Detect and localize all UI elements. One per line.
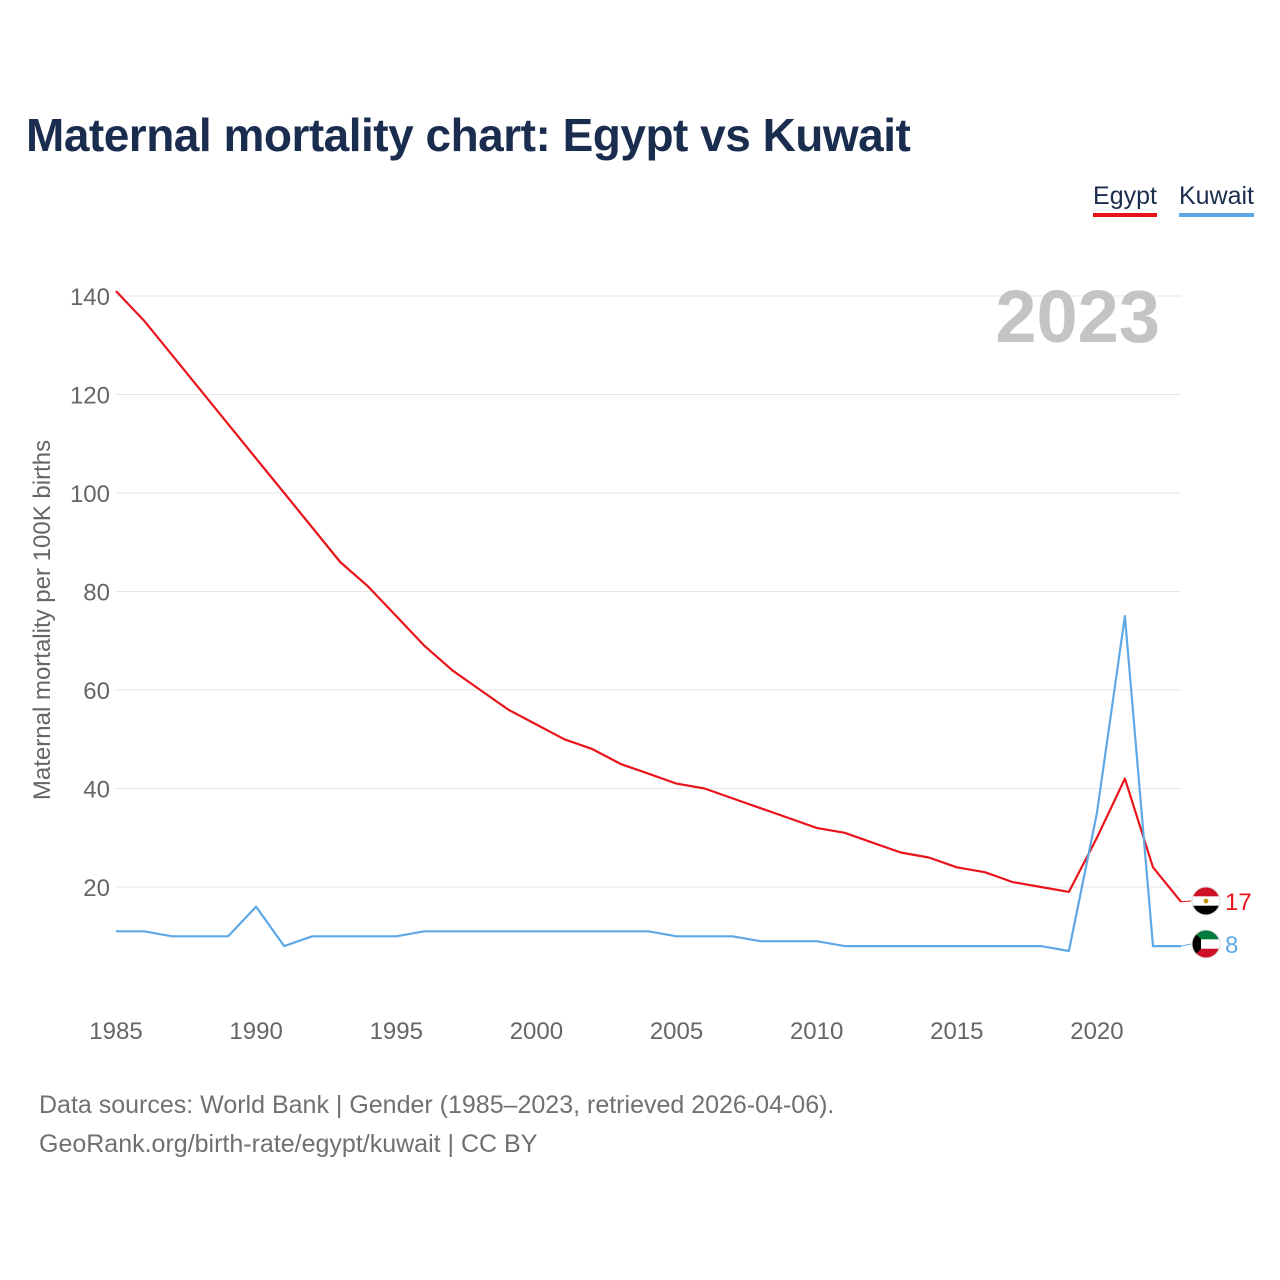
- end-label-egypt: 17: [1225, 889, 1252, 916]
- source-line-2[interactable]: GeoRank.org/birth-rate/egypt/kuwait | CC…: [39, 1130, 538, 1158]
- x-tick-label: 2010: [790, 1018, 843, 1045]
- source-line-1: Data sources: World Bank | Gender (1985–…: [39, 1091, 835, 1119]
- year-watermark: 2023: [995, 275, 1160, 358]
- kuwait-flag-icon: [1191, 929, 1221, 959]
- y-tick-label: 120: [70, 383, 110, 410]
- x-tick-label: 1995: [370, 1018, 423, 1045]
- legend-item-kuwait[interactable]: Kuwait: [1178, 182, 1254, 217]
- end-labels: 17 8: [1180, 886, 1252, 959]
- line-chart: 2023 20 40 60 80 100 120 140 1985 1990 1995 2000 2…: [29, 275, 1252, 1045]
- x-tick-label: 2020: [1070, 1018, 1123, 1045]
- source-note: Data sources: World Bank | Gender (1985–…: [39, 1086, 834, 1164]
- egypt-flag-icon: [1191, 886, 1221, 916]
- leader-line: [1180, 943, 1192, 947]
- series-lines: [115, 290, 1182, 953]
- series-line-kuwait: [116, 614, 1181, 953]
- x-tick-label: 1985: [89, 1018, 142, 1045]
- y-tick-label: 140: [70, 284, 110, 311]
- legend-item-egypt[interactable]: Egypt: [1093, 182, 1157, 217]
- y-tick-label: 40: [83, 777, 110, 804]
- y-tick-label: 20: [83, 875, 110, 902]
- leader-line: [1180, 900, 1192, 903]
- y-axis-label: Maternal mortality per 100K births: [29, 440, 56, 800]
- y-tick-label: 60: [83, 678, 110, 705]
- end-label-kuwait: 8: [1225, 932, 1238, 959]
- x-tick-label: 1990: [229, 1018, 282, 1045]
- page-title: Maternal mortality chart: Egypt vs Kuwai…: [26, 109, 911, 161]
- grid-lines: [116, 295, 1181, 888]
- y-tick-label: 80: [83, 580, 110, 607]
- x-tick-label: 2005: [650, 1018, 703, 1045]
- series-line-egypt: [115, 290, 1182, 903]
- y-tick-label: 100: [70, 481, 110, 508]
- x-axis: 1985 1990 1995 2000 2005 2010 2015 2020: [89, 1018, 1123, 1045]
- legend: Egypt Kuwait: [1093, 182, 1254, 217]
- y-axis: 20 40 60 80 100 120 140: [70, 284, 110, 902]
- x-tick-label: 2000: [510, 1018, 563, 1045]
- x-tick-label: 2015: [930, 1018, 983, 1045]
